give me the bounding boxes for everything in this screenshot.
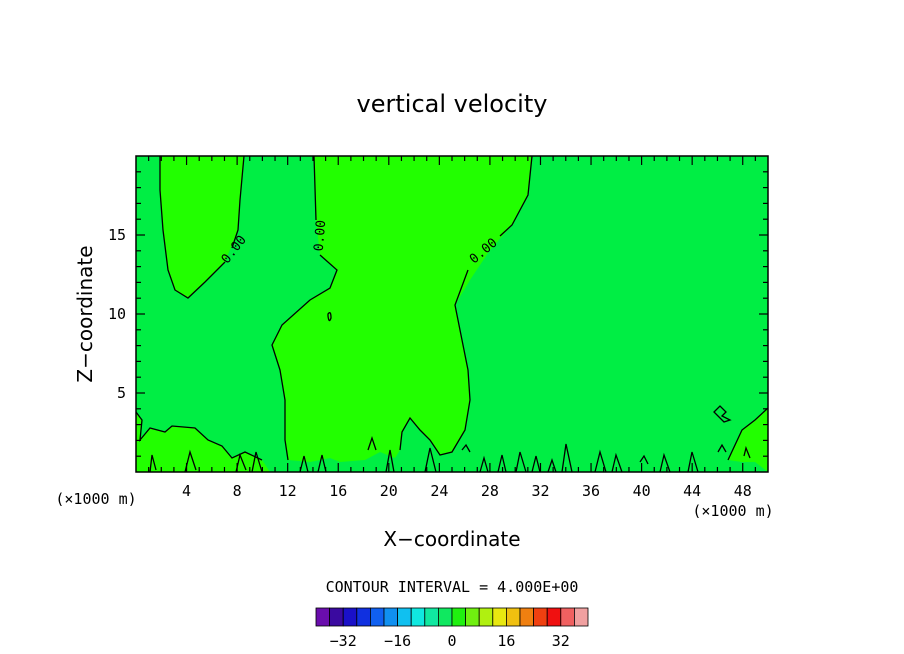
colorbar-swatch xyxy=(383,607,399,627)
x-tick-labels: 4 8 12 16 20 24 28 32 36 40 44 48 xyxy=(182,482,752,500)
contour-left xyxy=(159,155,245,299)
colorbar-swatch xyxy=(329,607,344,627)
colorbar-swatch xyxy=(451,607,467,627)
colorbar-swatch xyxy=(356,607,371,627)
colorbar xyxy=(315,607,589,627)
colorbar-swatch xyxy=(546,607,562,627)
x-tick-label: 36 xyxy=(582,482,600,500)
contour-bottom-noise xyxy=(149,405,751,473)
x-axis-label: X−coordinate xyxy=(383,527,520,551)
y-tick-label: 5 xyxy=(117,384,126,402)
contour-center-left xyxy=(271,155,338,461)
zero-contours xyxy=(135,155,769,473)
colorbar-swatch xyxy=(410,607,426,627)
contour-bottom-right xyxy=(727,407,769,461)
colorbar-swatch xyxy=(533,607,548,627)
colorbar-swatch xyxy=(315,607,331,627)
positive-region-bottom-right xyxy=(728,408,768,472)
colorbar-tick-label: 0 xyxy=(447,632,456,650)
colorbar-tick-label: 16 xyxy=(497,632,515,650)
x-tick-label: 32 xyxy=(531,482,549,500)
colorbar-swatch xyxy=(478,607,494,627)
x-tick-label: 24 xyxy=(430,482,448,500)
colorbar-swatch xyxy=(492,607,507,627)
colorbar-swatch xyxy=(505,607,521,627)
y-tick-label: 10 xyxy=(108,305,126,323)
contour-small-loop xyxy=(327,312,332,322)
positive-region-center xyxy=(272,156,532,462)
colorbar-swatch xyxy=(519,607,535,627)
colorbar-swatch xyxy=(574,607,589,627)
axis-ticks xyxy=(136,156,768,472)
x-tick-label: 48 xyxy=(734,482,752,500)
colorbar-tick-label: −32 xyxy=(330,632,357,650)
y-tick-labels: 5 10 15 xyxy=(108,226,126,402)
contour-bottom-left xyxy=(135,411,263,461)
x-tick-label: 44 xyxy=(683,482,701,500)
y-axis-label: Z−coordinate xyxy=(73,245,97,382)
x-tick-label: 20 xyxy=(380,482,398,500)
x-tick-label: 8 xyxy=(233,482,242,500)
colorbar-swatch xyxy=(397,607,412,627)
colorbar-swatch xyxy=(437,607,453,627)
chart-title: vertical velocity xyxy=(357,90,548,118)
colorbar-labels: −32 −16 0 16 32 xyxy=(330,632,570,650)
x-unit-right: (×1000 m) xyxy=(692,502,773,520)
colorbar-swatch xyxy=(369,607,385,627)
contour-label-2: 0.00 xyxy=(312,219,330,252)
colorbar-tick-label: 32 xyxy=(552,632,570,650)
x-tick-label: 40 xyxy=(633,482,651,500)
y-tick-label: 15 xyxy=(108,226,126,244)
x-tick-label: 16 xyxy=(329,482,347,500)
x-tick-label: 12 xyxy=(279,482,297,500)
x-unit-left: (×1000 m) xyxy=(55,490,136,508)
contour-center-right xyxy=(399,155,533,456)
colorbar-swatch xyxy=(465,607,480,627)
colorbar-swatch xyxy=(424,607,439,627)
colorbar-swatch xyxy=(342,607,358,627)
x-tick-label: 28 xyxy=(481,482,499,500)
colorbar-swatch xyxy=(560,607,575,627)
positive-region-bottom-left xyxy=(136,412,270,472)
colorbar-tick-label: −16 xyxy=(384,632,411,650)
x-tick-label: 4 xyxy=(182,482,191,500)
positive-region-left xyxy=(160,156,244,298)
contour-interval: CONTOUR INTERVAL = 4.000E+00 xyxy=(326,578,579,596)
plot-area: 0.00 0.00 0.00 xyxy=(135,155,769,473)
